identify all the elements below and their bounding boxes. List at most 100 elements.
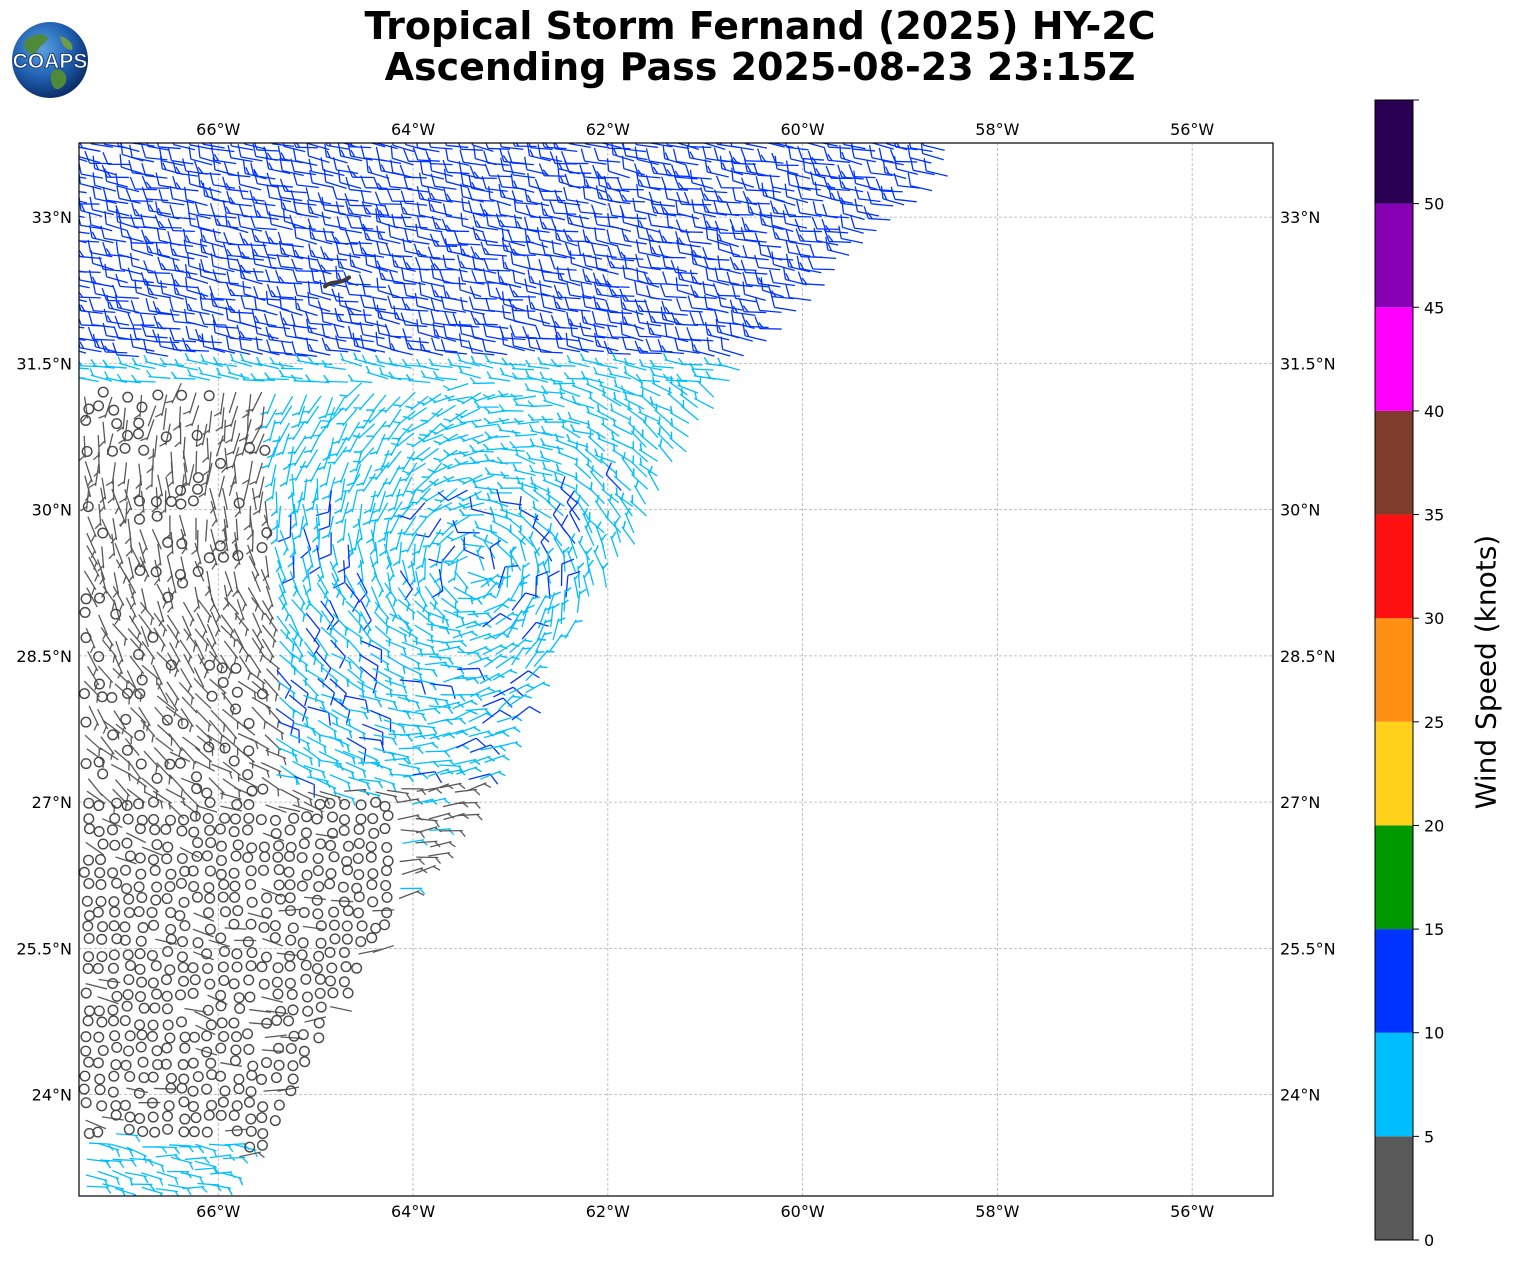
wind-barb [79,200,88,204]
wind-barb [182,450,188,473]
wind-barb [198,366,222,379]
wind-barb [452,699,478,710]
calm-wind-circle [312,853,324,865]
wind-barb [640,380,661,397]
wind-barb [307,356,333,365]
wind-barb [194,201,221,218]
wind-barb [337,169,362,190]
wind-barb [415,478,440,494]
wind-barb [501,331,525,352]
wind-barb [179,846,200,859]
wind-barb [389,270,417,285]
calm-wind-circle [272,851,284,863]
wind-barb [848,164,876,179]
wind-barb [159,423,171,447]
wind-barbs [79,143,948,1196]
wind-barb [212,269,240,285]
wind-barb [584,520,595,546]
calm-wind-circle [243,1043,255,1055]
wind-barb [88,311,115,329]
calm-wind-circle [146,949,158,961]
wind-barb [671,164,698,180]
wind-barb [703,357,728,367]
logo-text: COAPS [13,50,88,73]
wind-barb [170,371,196,380]
calm-wind-circle [108,896,120,908]
wind-barb [662,145,686,166]
calm-wind-circle [269,814,281,826]
wind-barb [185,277,209,297]
calm-wind-circle [96,1100,108,1112]
calm-wind-circle [368,827,380,839]
wind-barb [344,193,372,207]
wind-barb [234,491,242,518]
wind-barb [638,457,658,477]
wind-barb [603,340,631,355]
calm-wind-circle [244,442,256,454]
wind-barb [729,299,756,317]
wind-barb [293,201,319,219]
calm-wind-circle [188,1126,200,1138]
wind-barb [125,531,133,557]
wind-barb [429,423,454,436]
calm-wind-circle [231,1100,243,1112]
calm-wind-circle [136,891,148,903]
wind-barb [433,449,458,463]
wind-barb [153,627,167,652]
wind-barb [193,160,221,176]
wind-barb [620,295,644,316]
calm-wind-circle [216,1017,228,1029]
wind-barb [485,212,510,232]
wind-barb [524,383,549,395]
calm-wind-circle [97,768,109,780]
wind-barb [223,597,240,621]
calm-wind-circle [229,880,241,892]
wind-barb [513,417,540,425]
wind-barb [162,408,167,431]
calm-wind-circle [246,947,258,959]
wind-barb [726,271,753,288]
wind-barb [127,556,135,583]
wind-barb [245,391,263,413]
wind-barb [282,208,306,229]
wind-barb [699,312,726,328]
wind-barb [500,157,526,175]
calm-wind-circle [204,978,216,990]
wind-barb [195,423,208,448]
wind-barb [495,641,520,656]
calm-wind-circle [165,923,177,935]
wind-barb [115,205,143,220]
wind-barb [621,227,647,245]
wind-barb [702,281,727,300]
calm-wind-circle [367,896,379,908]
calm-wind-circle [162,1123,174,1135]
wind-barb [172,176,199,192]
wind-barb [172,143,196,151]
wind-barb [345,176,372,193]
calm-wind-circle [94,1084,106,1096]
calm-wind-circle [97,527,109,539]
wind-barb [232,571,239,598]
wind-barb [401,297,429,312]
wind-barb [577,535,591,561]
calm-wind-circle [242,824,254,836]
wind-barb [331,423,348,445]
lat-tick-label-right: 27°N [1280,793,1320,812]
wind-barb [115,273,142,289]
calm-wind-circle [228,867,240,879]
calm-wind-circle [111,797,123,809]
wind-barb [112,342,139,358]
wind-barb [373,747,396,762]
calm-wind-circle [164,814,176,826]
wind-barb [482,534,496,559]
wind-barb [676,378,699,394]
wind-barb [194,760,216,772]
calm-wind-circle [246,842,258,854]
calm-wind-circle [367,868,379,880]
wind-barb [642,415,659,439]
calm-wind-circle [176,1016,188,1028]
wind-barb [442,383,469,392]
lon-tick-label-bottom: 56°W [1170,1202,1214,1221]
wind-barb [347,374,373,384]
wind-barb [92,185,117,205]
